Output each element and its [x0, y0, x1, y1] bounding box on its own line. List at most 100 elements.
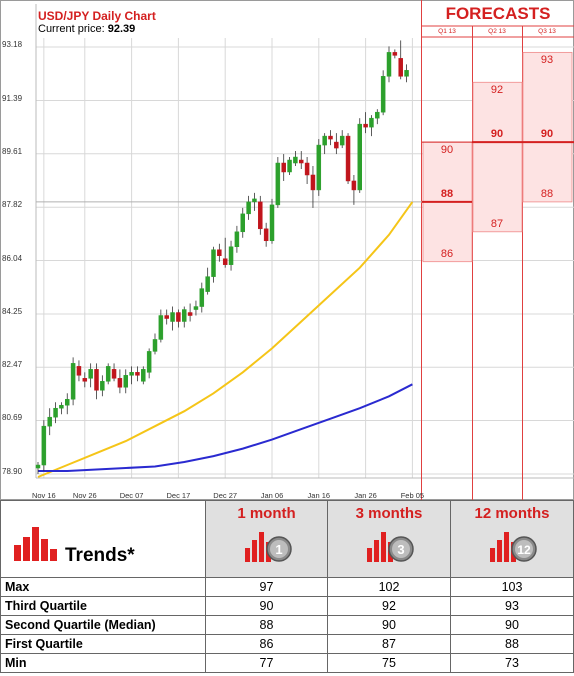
cell-1-month: 86 — [205, 634, 328, 654]
candle-body — [369, 117, 374, 128]
candle — [47, 408, 52, 436]
candle — [252, 192, 257, 211]
candle-body — [334, 141, 339, 149]
row-label: Third Quartile — [0, 596, 206, 616]
cell-3-months: 87 — [327, 634, 451, 654]
row-label: Max — [0, 577, 206, 597]
candle-body — [41, 425, 47, 466]
x-tick-label: Nov 26 — [72, 491, 97, 500]
forecast-max-label: 93 — [540, 54, 554, 67]
candle — [105, 363, 111, 385]
trends-col-3-months: 3 months 3 — [327, 500, 451, 578]
trends-row-max: Max 97 102 103 — [0, 577, 574, 597]
forecast-range-box — [472, 81, 523, 233]
candle-body — [47, 416, 52, 427]
candle — [176, 309, 181, 328]
chart-frame — [0, 0, 574, 500]
x-tick-label: Feb 05 — [400, 491, 425, 500]
candle-body — [187, 312, 193, 316]
candle — [135, 366, 140, 382]
candle-body — [299, 159, 304, 164]
candle-body — [65, 398, 70, 406]
candle-body — [328, 135, 333, 140]
forecasts-title: FORECASTS — [445, 4, 551, 23]
candle-body — [135, 372, 140, 376]
y-tick-label: 89.61 — [2, 146, 23, 156]
forecast-max-label: 92 — [490, 84, 504, 97]
candle — [146, 348, 152, 379]
candle — [41, 420, 47, 472]
candle-body — [182, 309, 187, 322]
trends-header-row: Trends* 1 month 1 3 months — [0, 500, 574, 578]
candle — [228, 240, 234, 271]
candle — [164, 309, 169, 325]
trends-col-12-months: 12 months 12 — [450, 500, 574, 578]
badge-12-text: 12 — [517, 543, 531, 557]
candle — [193, 300, 199, 316]
candle-body — [53, 407, 58, 418]
candle — [65, 393, 70, 415]
candle — [363, 112, 368, 134]
candle — [310, 166, 316, 208]
candle-body — [246, 201, 251, 215]
x-tick-label: Jan 06 — [260, 491, 284, 500]
candle — [117, 369, 123, 394]
candle — [386, 46, 392, 83]
candle — [94, 363, 99, 400]
candle-body — [392, 52, 398, 56]
candle-body — [146, 351, 152, 373]
cell-1-month: 97 — [205, 577, 328, 597]
row-label: Min — [0, 653, 206, 673]
trends-row-min: Min 77 75 73 — [0, 653, 574, 673]
cell-3-months: 102 — [327, 577, 451, 597]
candle — [269, 198, 275, 244]
candle — [111, 363, 117, 382]
candle-body — [152, 339, 158, 352]
candle-body — [105, 366, 111, 382]
row-label: Second Quartile (Median) — [0, 615, 206, 635]
candle-body — [240, 213, 245, 233]
candle — [240, 207, 245, 238]
candle — [205, 267, 210, 295]
forecast-max-label: 90 — [440, 144, 454, 157]
candle-body — [76, 366, 82, 376]
forecast-min-label: 88 — [540, 187, 554, 200]
y-tick-label: 87.82 — [2, 200, 23, 210]
y-tick-label: 80.69 — [2, 413, 23, 423]
candle — [392, 49, 398, 59]
cell-3-months: 92 — [327, 596, 451, 616]
forecast-quarter-label: Q3 13 — [538, 28, 556, 35]
candle — [158, 309, 164, 343]
candle-body — [158, 315, 164, 340]
candlesticks — [35, 40, 409, 474]
cell-12-months: 88 — [450, 634, 574, 654]
bar-chart-badge-1-icon: 1 — [244, 532, 292, 562]
x-tick-label: Dec 27 — [213, 491, 238, 500]
candle — [322, 133, 327, 155]
candle-body — [70, 363, 76, 400]
candle-body — [275, 162, 281, 206]
candle — [404, 64, 409, 83]
y-tick-label: 78.90 — [2, 467, 23, 476]
candle — [351, 174, 357, 205]
forecast-median-label: 90 — [490, 128, 504, 141]
candle — [357, 118, 362, 193]
cell-3-months: 75 — [327, 653, 451, 673]
candle-body — [316, 144, 322, 191]
candle-body — [404, 70, 409, 77]
cell-12-months: 103 — [450, 577, 574, 597]
badge-1-text: 1 — [275, 542, 282, 557]
candle-body — [375, 111, 380, 119]
candle-body — [281, 162, 286, 173]
candle-body — [170, 312, 175, 322]
candle-body — [252, 198, 257, 203]
cell-12-months: 93 — [450, 596, 574, 616]
candle — [281, 154, 286, 181]
candle-body — [304, 162, 310, 176]
candle-body — [357, 123, 362, 191]
candle-body — [129, 372, 134, 376]
current-price-label: Current price: — [38, 23, 105, 35]
col-label-12-months: 12 months — [474, 505, 550, 522]
candle-body — [263, 228, 269, 242]
candle — [211, 246, 216, 283]
